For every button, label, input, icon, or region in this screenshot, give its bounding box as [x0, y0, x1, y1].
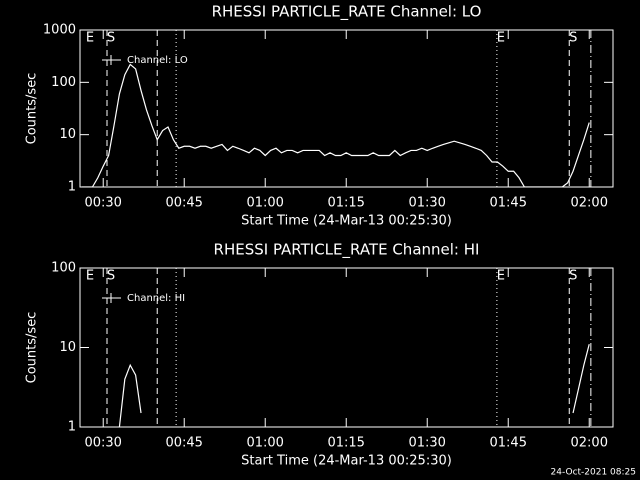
- y-tick-label: 100: [51, 261, 76, 276]
- x-tick-label: 01:15: [327, 436, 364, 451]
- x-tick-label: 00:45: [165, 436, 202, 451]
- marker-label: E: [86, 31, 94, 46]
- legend-label: Channel: HI: [127, 293, 185, 304]
- chart-title: RHESSI PARTICLE_RATE Channel: LO: [212, 3, 482, 22]
- marker-label: E: [497, 269, 505, 284]
- plot-frame: [79, 29, 614, 188]
- y-axis-label: Counts/sec: [25, 312, 40, 384]
- footer: 24-Oct-2021 08:25: [551, 468, 636, 478]
- marker-label: S: [107, 31, 115, 46]
- plot-frame: [79, 267, 614, 428]
- y-axis-label: Counts/sec: [25, 73, 40, 145]
- x-tick-label: 01:30: [408, 436, 445, 451]
- x-tick-label: 01:15: [327, 196, 364, 211]
- marker-label: S: [569, 31, 577, 46]
- x-tick-label: 00:30: [84, 196, 121, 211]
- data-line: [118, 344, 590, 427]
- data-line: [81, 63, 590, 187]
- x-axis-label: Start Time (24-Mar-13 00:25:30): [241, 454, 452, 469]
- y-tick-label: 1: [68, 180, 76, 195]
- marker-label: E: [497, 31, 505, 46]
- y-tick-label: 1: [68, 420, 76, 435]
- x-tick-label: 00:45: [165, 196, 202, 211]
- y-tick-label: 1000: [43, 23, 76, 38]
- y-tick-label: 10: [59, 127, 76, 142]
- x-tick-label: 01:00: [246, 196, 283, 211]
- marker-label: S: [107, 269, 115, 284]
- chart-title: RHESSI PARTICLE_RATE Channel: HI: [214, 241, 480, 260]
- x-tick-label: 02:00: [571, 196, 608, 211]
- x-tick-label: 01:45: [490, 196, 527, 211]
- marker-label: E: [86, 269, 94, 284]
- legend-label: Channel: LO: [127, 55, 188, 66]
- y-tick-label: 100: [51, 75, 76, 90]
- marker-label: S: [569, 269, 577, 284]
- x-tick-label: 02:00: [571, 436, 608, 451]
- x-tick-label: 01:30: [408, 196, 445, 211]
- x-tick-label: 01:45: [490, 436, 527, 451]
- x-tick-label: 01:00: [246, 436, 283, 451]
- x-axis-label: Start Time (24-Mar-13 00:25:30): [241, 214, 452, 229]
- x-tick-label: 00:30: [84, 436, 121, 451]
- y-tick-label: 10: [59, 340, 76, 355]
